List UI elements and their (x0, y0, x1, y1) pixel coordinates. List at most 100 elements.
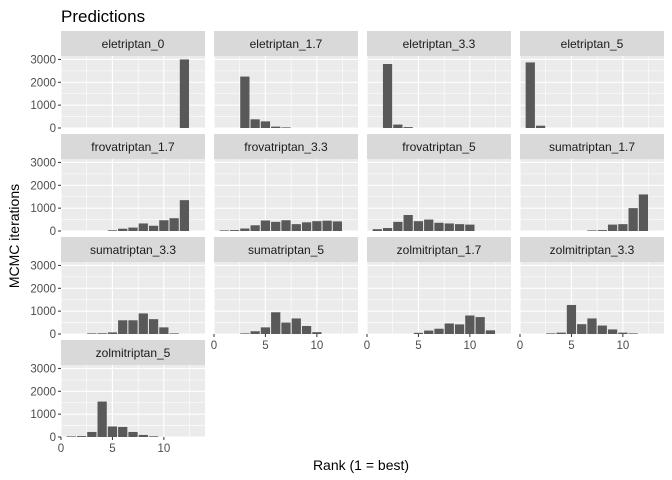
y-tick-label: 3000 (30, 363, 56, 375)
bar (219, 230, 229, 231)
bar (76, 436, 87, 437)
bar (87, 333, 97, 334)
bar (107, 426, 118, 437)
panel-background (214, 56, 358, 128)
bar (250, 119, 260, 128)
x-tick-label: 5 (262, 340, 268, 352)
y-tick-label: 2000 (30, 180, 56, 192)
facet-strip-label: eletriptan_0 (102, 37, 165, 51)
bar (607, 224, 618, 231)
bar (607, 329, 618, 334)
bar (138, 313, 148, 334)
gridlines (519, 262, 664, 335)
bar (382, 228, 393, 231)
y-tick-label: 3000 (30, 260, 56, 272)
bar (403, 215, 413, 231)
bar (465, 315, 475, 334)
y-tick-label: 1000 (30, 306, 56, 318)
bar (312, 221, 322, 231)
bar (66, 436, 76, 437)
bar (281, 127, 291, 128)
facet-strip (520, 31, 664, 56)
facet-panel: zolmitriptan_3.3 0 5 10 (517, 237, 664, 352)
y-axis-title: MCMC iterations (6, 184, 22, 288)
facet-strip (367, 134, 511, 159)
bar (271, 312, 281, 334)
bar (546, 333, 556, 334)
bar (618, 224, 628, 231)
facet-strip-label: sumatriptan_1.7 (549, 140, 635, 154)
y-tick-label: 3000 (30, 54, 56, 66)
bar (587, 318, 597, 334)
bar (138, 434, 148, 437)
y-tick-label: 3000 (30, 157, 56, 169)
facet-strip (214, 31, 358, 56)
bar (424, 330, 434, 334)
bar (159, 220, 169, 231)
facet-panel: sumatriptan_5 0 5 10 (211, 237, 358, 352)
bar (393, 221, 403, 231)
facet-strip (367, 31, 511, 56)
bar (118, 228, 128, 231)
bar (260, 220, 271, 231)
bar (628, 333, 638, 334)
bar (118, 320, 128, 334)
bar (332, 221, 343, 231)
facet-strip-label: zolmitriptan_1.7 (397, 243, 482, 257)
y-tick-label: 2000 (30, 386, 56, 398)
panel-background (520, 56, 664, 128)
bar (240, 333, 250, 334)
x-tick-label: 0 (58, 443, 64, 455)
bar (271, 221, 281, 231)
bar (169, 218, 179, 231)
facet-strip (367, 237, 511, 262)
bar (424, 219, 434, 231)
y-tick-label: 0 (50, 226, 56, 238)
panel-background (214, 262, 358, 334)
x-tick-label: 5 (568, 340, 574, 352)
y-tick-label: 1000 (30, 203, 56, 215)
x-tick-label: 10 (616, 340, 629, 352)
x-tick-label: 10 (310, 340, 323, 352)
facet-panel: sumatriptan_3.3 0 1000 2000 3000 (30, 237, 205, 341)
facet-strip-label: sumatriptan_3.3 (90, 243, 176, 257)
panel-background (367, 159, 511, 231)
bar (159, 327, 169, 334)
x-tick-label: 0 (211, 340, 217, 352)
bar (281, 322, 291, 334)
bar (128, 227, 138, 231)
facet-strip-label: eletriptan_5 (561, 37, 624, 51)
bar (556, 332, 566, 334)
bar (454, 324, 465, 334)
bar (301, 326, 312, 334)
facet-strip-label: zolmitriptan_5 (96, 346, 171, 360)
bar (128, 320, 138, 334)
bar (281, 220, 291, 231)
bar (454, 224, 465, 231)
x-tick-label: 10 (157, 443, 170, 455)
x-tick-label: 5 (109, 443, 115, 455)
facet-panel: frovatriptan_5 (366, 134, 511, 232)
y-tick-label: 0 (50, 329, 56, 341)
bar (271, 126, 281, 128)
bar (525, 62, 535, 128)
bar (566, 304, 577, 334)
bar (138, 223, 148, 231)
x-tick-label: 10 (463, 340, 476, 352)
x-tick-label: 0 (517, 340, 523, 352)
bar (240, 228, 250, 231)
bar (618, 332, 628, 334)
bar (465, 224, 475, 231)
bar (403, 127, 413, 128)
bar (434, 328, 444, 334)
facet-panel: sumatriptan_1.7 (519, 134, 664, 232)
facet-strip (61, 340, 205, 365)
facet-strip-label: sumatriptan_5 (248, 243, 324, 257)
bar (301, 222, 312, 231)
bar (485, 330, 496, 334)
x-axis-title: Rank (1 = best) (313, 457, 409, 473)
bar (597, 325, 607, 334)
facet-panel: zolmitriptan_5 0 1000 2000 3000 0 5 10 (30, 340, 205, 455)
y-tick-label: 1000 (30, 409, 56, 421)
